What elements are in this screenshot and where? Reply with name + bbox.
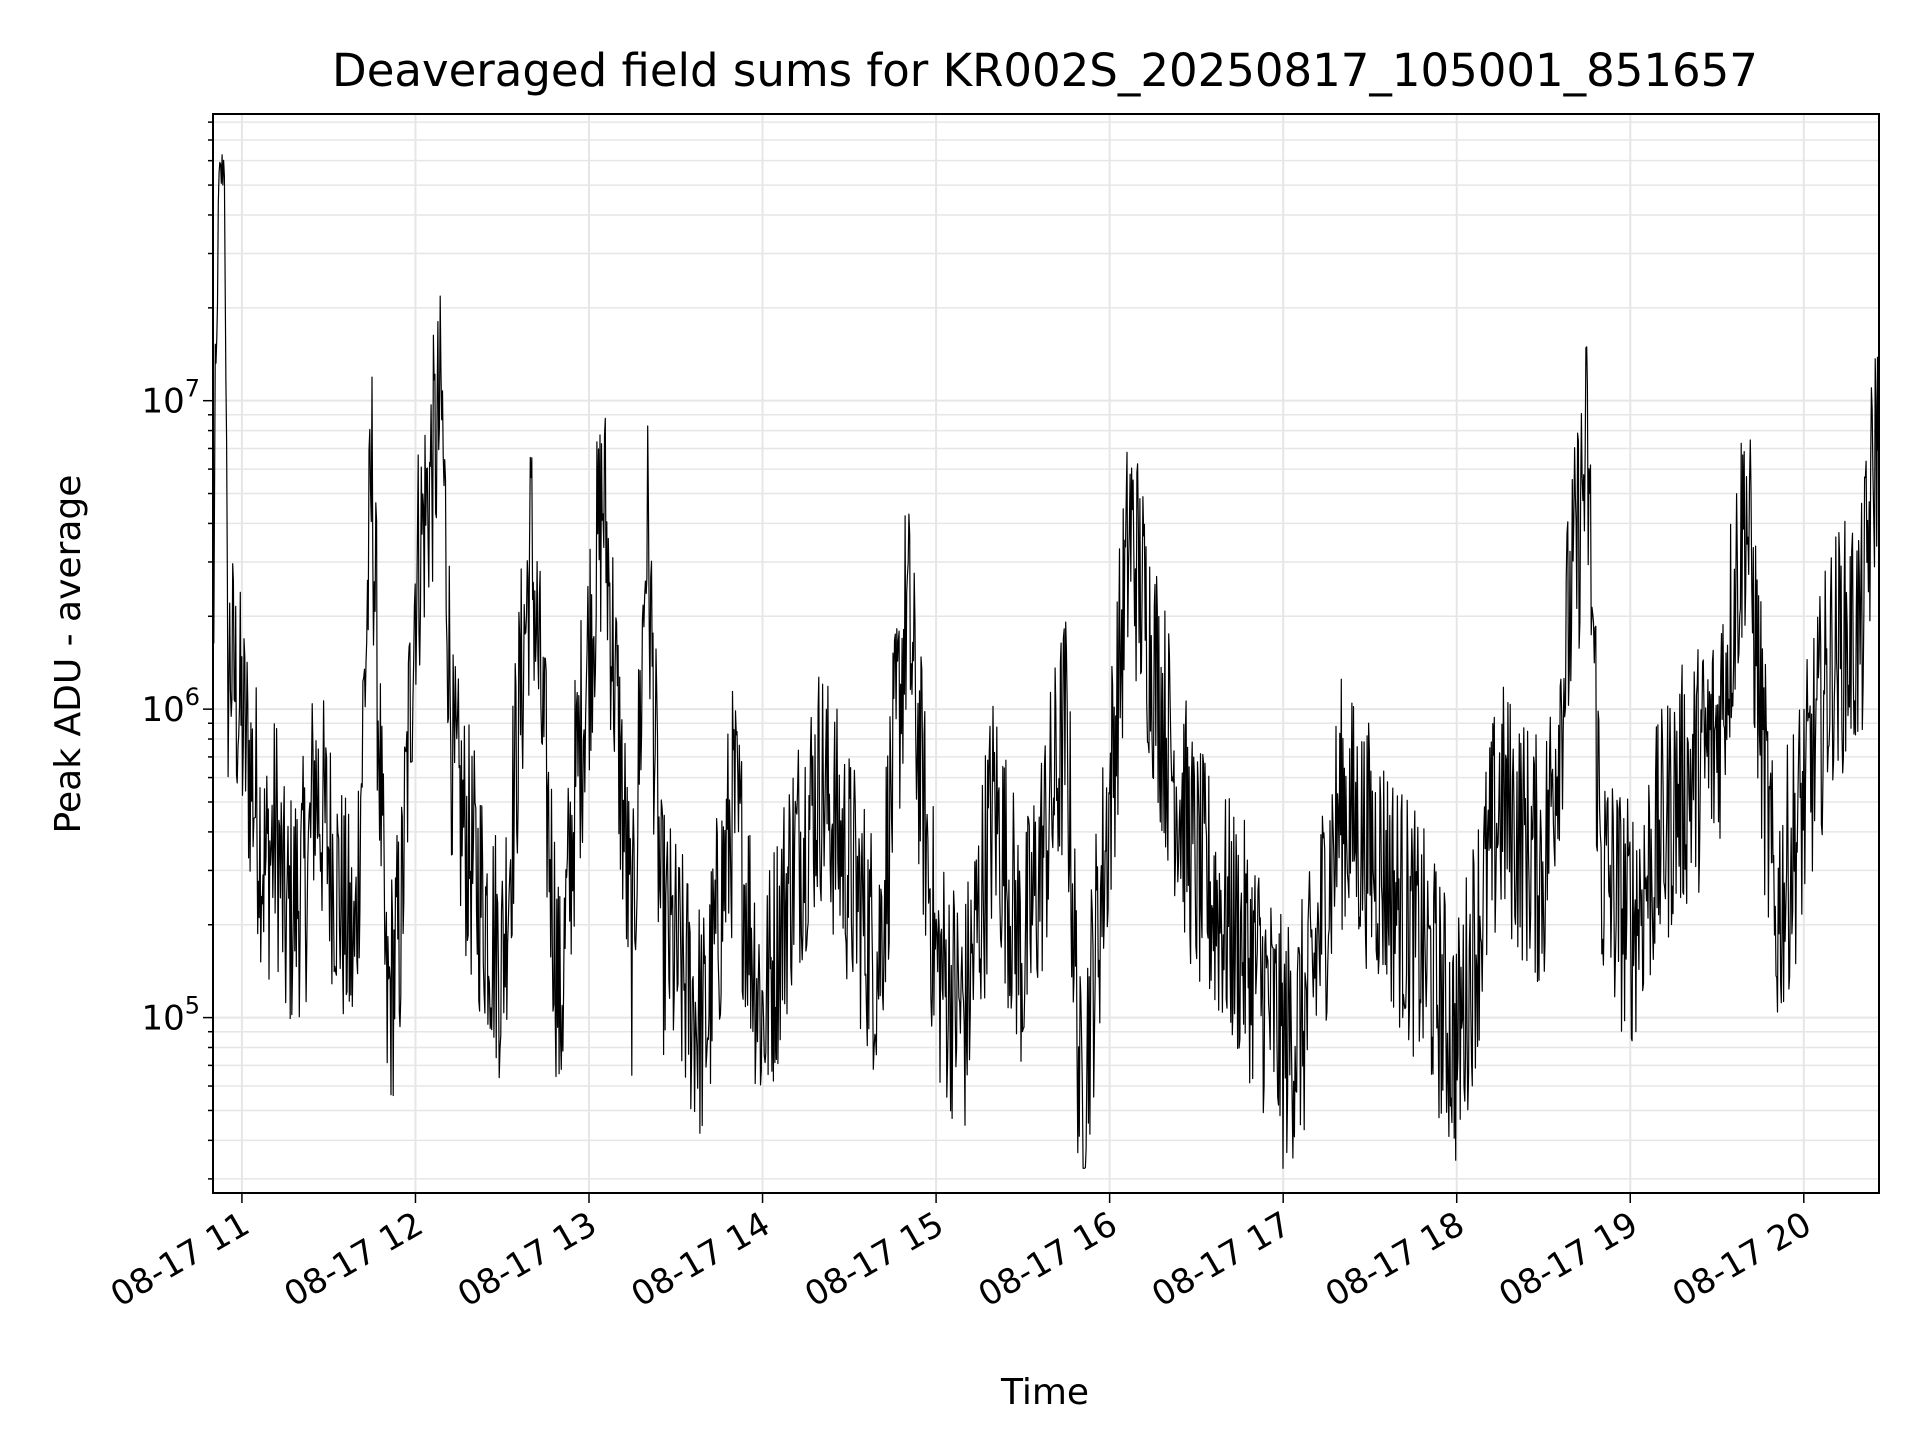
y-axis-label: Peak ADU - average — [48, 475, 89, 834]
chart-title: Deaveraged field sums for KR002S_2025081… — [332, 44, 1758, 97]
x-gridlines — [240, 114, 1805, 1193]
y-tick-label: 106 — [141, 683, 200, 730]
series-layer — [212, 154, 1880, 1169]
y-tick-label: 107 — [141, 375, 200, 422]
plot-frame — [212, 113, 1880, 1194]
x-axis-label: Time — [1000, 1372, 1089, 1413]
y-axis: 105 106 107 — [141, 121, 213, 1180]
y-tick-label: 105 — [141, 992, 200, 1039]
series-line — [212, 154, 1880, 1169]
